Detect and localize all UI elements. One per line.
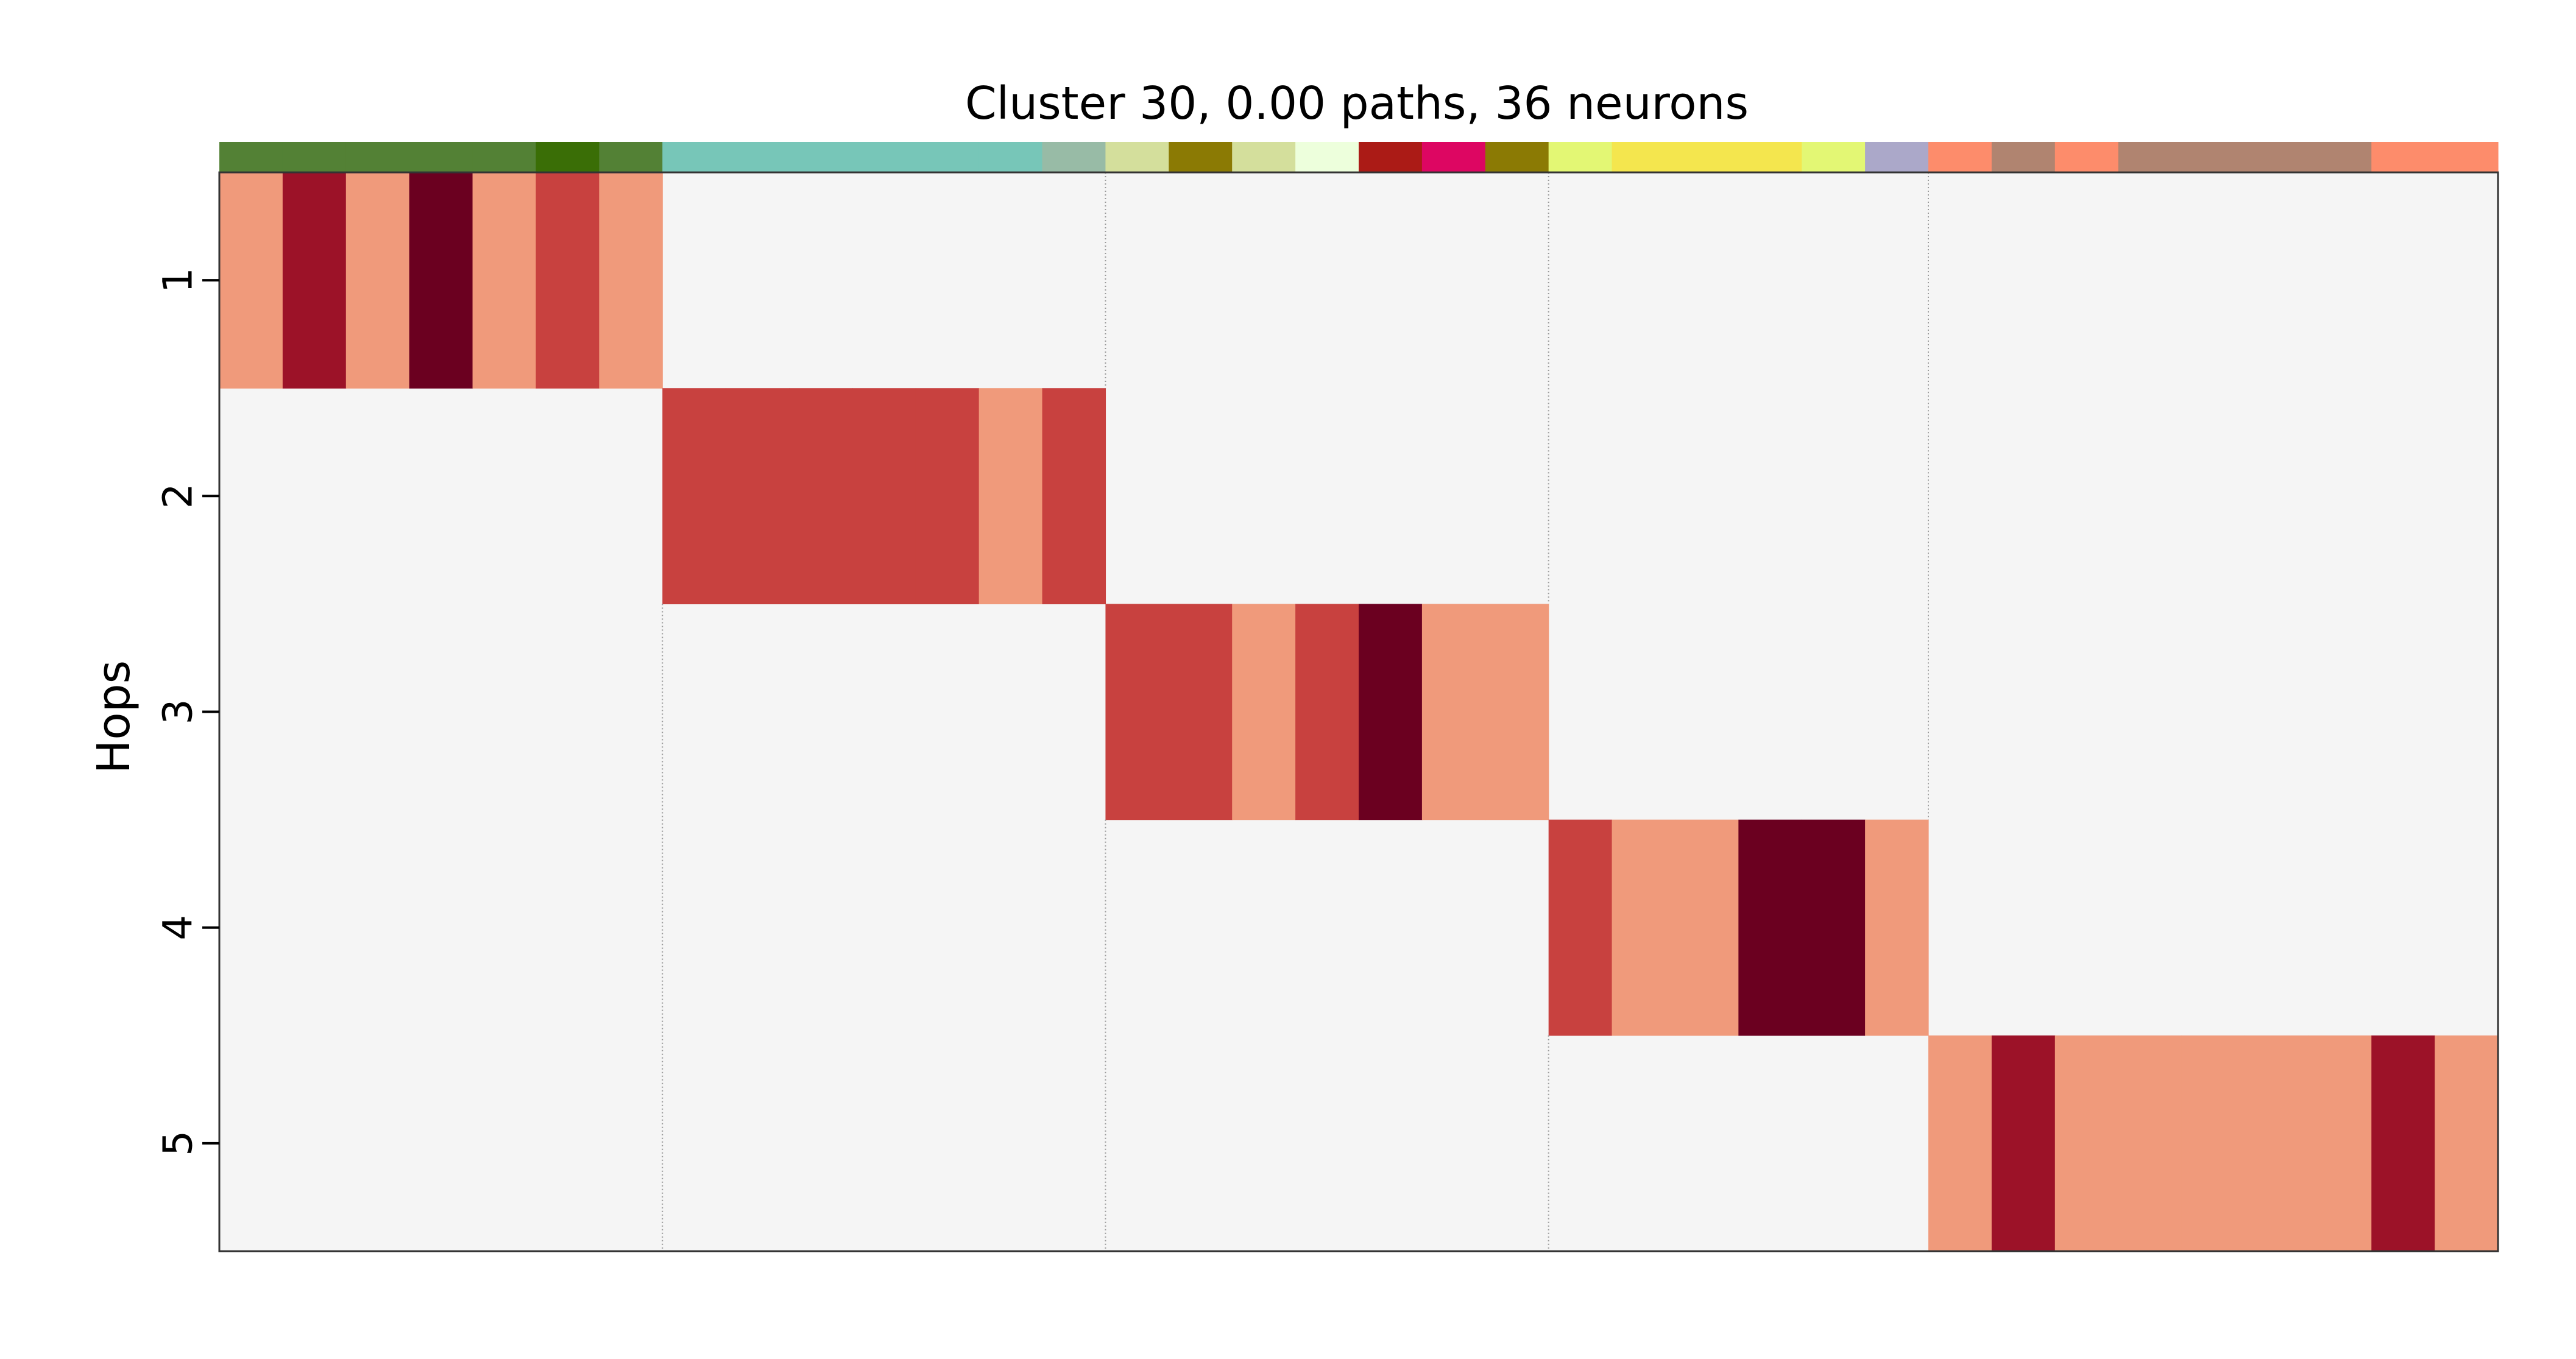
color-bar-segment: [1485, 142, 1549, 172]
color-bar-segment: [1802, 142, 1866, 172]
color-bar-segment: [1359, 142, 1423, 172]
heatmap-cells: [219, 172, 2499, 1252]
color-bar-segment: [662, 142, 726, 172]
color-bar-segment: [1232, 142, 1296, 172]
heatmap-cell: [915, 388, 980, 604]
color-bar-segment: [2181, 142, 2246, 172]
y-axis-ticks: 1 2 3 4 5: [155, 267, 219, 1156]
color-bar-segment: [409, 142, 473, 172]
heatmap-cell: [1359, 604, 1423, 821]
heatmap-cell: [219, 172, 283, 389]
heatmap-cell: [2308, 1035, 2372, 1252]
color-bar-segment: [345, 142, 410, 172]
color-bar-segment: [1991, 142, 2056, 172]
color-bar-segment: [1738, 142, 1802, 172]
heatmap-cell: [1738, 819, 1802, 1036]
color-bar-segment: [472, 142, 537, 172]
heatmap-cell: [1485, 604, 1549, 821]
heatmap-cell: [1865, 819, 1929, 1036]
color-bar-segment: [219, 142, 283, 172]
heatmap-cell: [599, 172, 663, 389]
color-bar-segment: [978, 142, 1043, 172]
y-tick-label: 2: [155, 483, 202, 509]
color-bar-segment: [599, 142, 663, 172]
color-bar-segment: [789, 142, 853, 172]
color-bar-segment: [1421, 142, 1486, 172]
y-tick-label: 3: [155, 699, 202, 725]
heatmap-cell: [2181, 1035, 2246, 1252]
color-bar-segment: [2245, 142, 2309, 172]
color-bar-segment: [282, 142, 347, 172]
y-axis-label: Hops: [88, 660, 140, 774]
color-bar-segment: [1548, 142, 1613, 172]
heatmap-cell: [2118, 1035, 2182, 1252]
color-bar-segment: [1675, 142, 1739, 172]
heatmap-cell: [1991, 1035, 2056, 1252]
color-bar-segment: [915, 142, 980, 172]
color-bar-segment: [1612, 142, 1676, 172]
color-bar-segment: [1928, 142, 1992, 172]
heatmap-cell: [789, 388, 853, 604]
heatmap-cell: [1105, 604, 1169, 821]
color-bar-segment: [2435, 142, 2499, 172]
heatmap-cell: [1928, 1035, 1992, 1252]
heatmap-cell: [726, 388, 790, 604]
heatmap-cell: [536, 172, 600, 389]
heatmap-cell: [1042, 388, 1106, 604]
heatmap-cell: [1421, 604, 1486, 821]
y-tick-label: 1: [155, 267, 202, 293]
color-bar-segment: [2054, 142, 2119, 172]
group-dividers: [662, 172, 1929, 1251]
heatmap-cell: [1232, 604, 1296, 821]
heatmap-cell: [2054, 1035, 2119, 1252]
heatmap-cell: [345, 172, 410, 389]
heatmap-cell: [978, 388, 1043, 604]
color-bar-segment: [1169, 142, 1233, 172]
color-bar-segment: [536, 142, 600, 172]
heatmap-cell: [1169, 604, 1233, 821]
heatmap-cell: [282, 172, 347, 389]
color-bar-segment: [2118, 142, 2182, 172]
heatmap-cell: [1548, 819, 1613, 1036]
column-color-bar: [219, 142, 2499, 172]
heatmap-cell: [1295, 604, 1359, 821]
color-bar-segment: [2371, 142, 2435, 172]
color-bar-segment: [852, 142, 916, 172]
color-bar-segment: [2308, 142, 2372, 172]
heatmap-cell: [2245, 1035, 2309, 1252]
heatmap-cell: [852, 388, 916, 604]
color-bar-segment: [726, 142, 790, 172]
heatmap-cell: [662, 388, 726, 604]
heatmap-cell: [2435, 1035, 2499, 1252]
color-bar-segment: [1042, 142, 1106, 172]
heatmap-cell: [1802, 819, 1866, 1036]
heatmap-cell: [1675, 819, 1739, 1036]
y-tick-label: 4: [155, 915, 202, 941]
heatmap-cell: [2371, 1035, 2435, 1252]
heatmap-cell: [1612, 819, 1676, 1036]
heatmap-cell: [472, 172, 537, 389]
heatmap-cell: [409, 172, 473, 389]
color-bar-segment: [1295, 142, 1359, 172]
chart-title: Cluster 30, 0.00 paths, 36 neurons: [965, 77, 1749, 130]
color-bar-segment: [1865, 142, 1929, 172]
y-tick-label: 5: [155, 1131, 202, 1156]
color-bar-segment: [1105, 142, 1169, 172]
